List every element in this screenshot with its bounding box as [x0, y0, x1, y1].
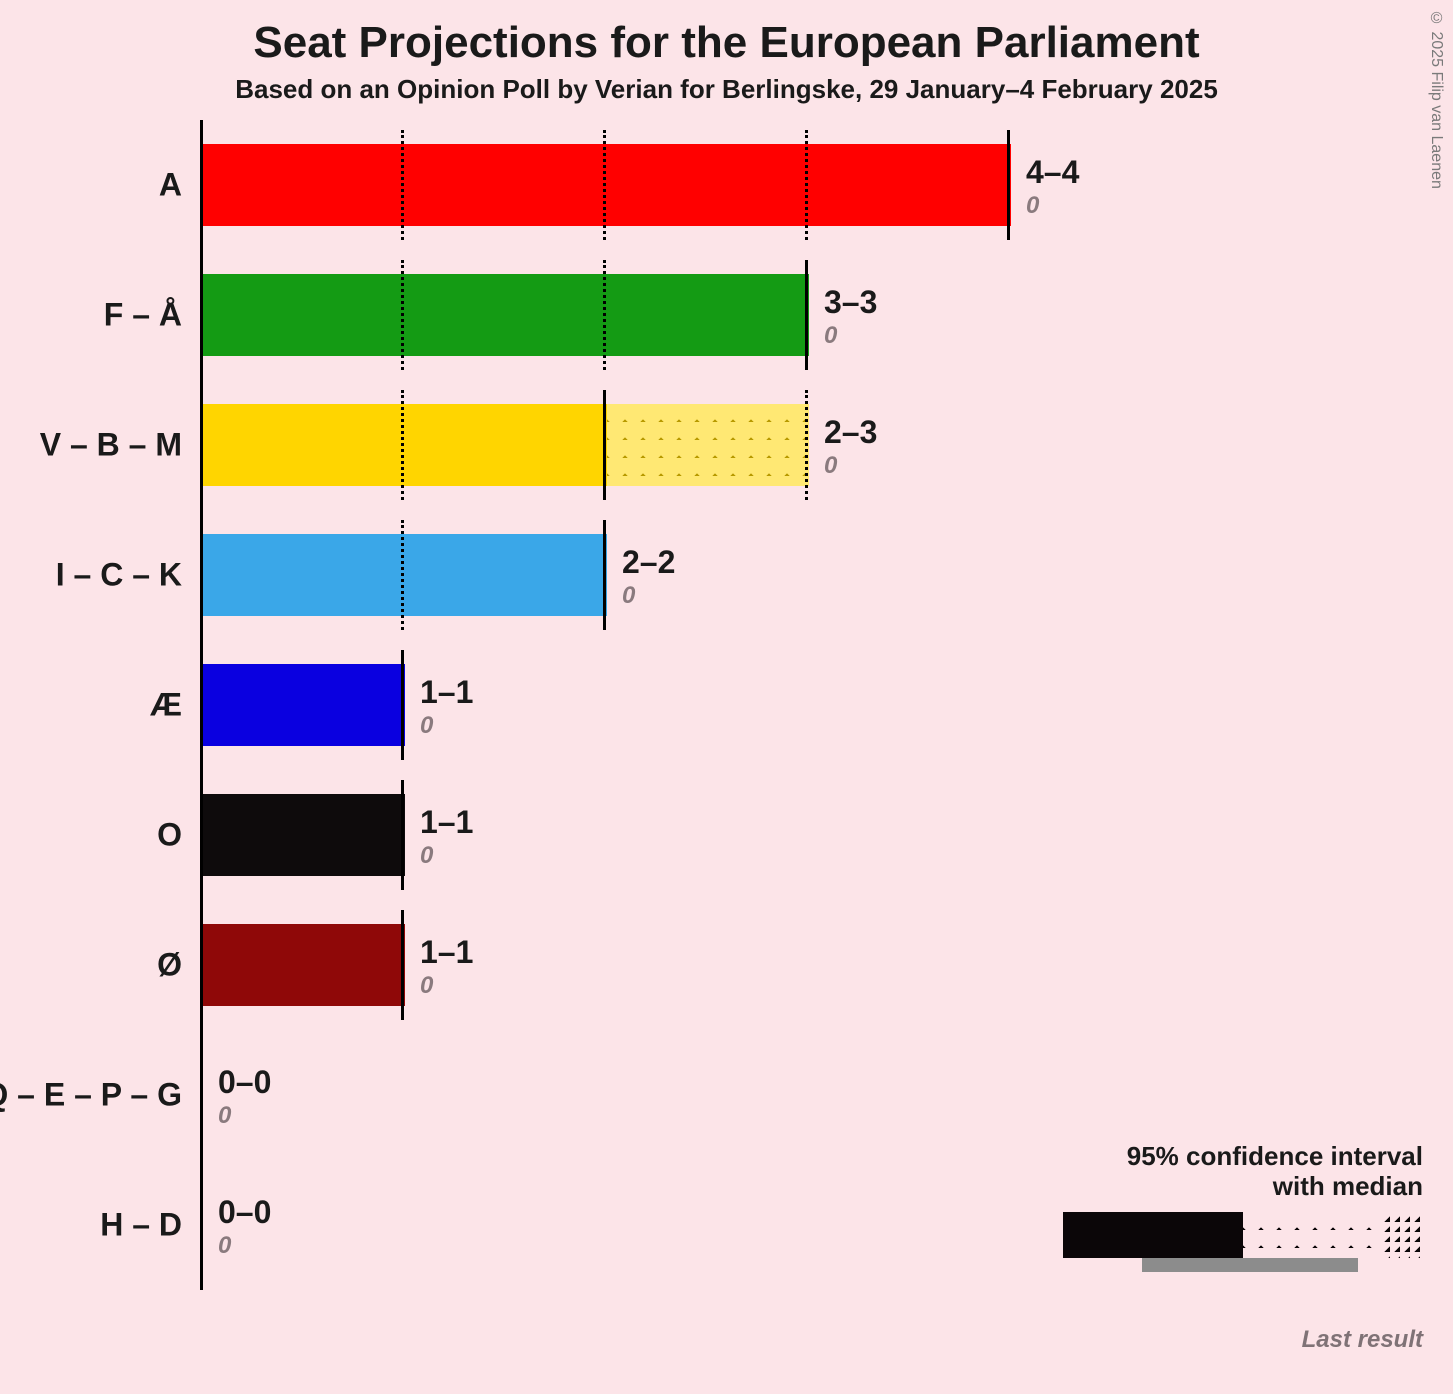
- legend-last-result-bar: [1142, 1258, 1358, 1272]
- dotted-tick: [805, 390, 808, 500]
- legend-title: 95% confidence interval with median: [1063, 1142, 1423, 1202]
- range-label: 2–3: [824, 414, 877, 451]
- legend-title-line1: 95% confidence interval: [1127, 1141, 1423, 1171]
- whisker-tick: [401, 650, 404, 760]
- chart-row: O1–10: [200, 770, 1250, 900]
- last-result-label: 0: [824, 322, 837, 350]
- dotted-tick: [603, 130, 606, 240]
- dotted-tick: [805, 130, 808, 240]
- legend-bar: [1063, 1212, 1423, 1272]
- bar-slot: [203, 274, 1250, 356]
- chart-subtitle: Based on an Opinion Poll by Verian for B…: [0, 74, 1453, 105]
- bar-solid: [203, 794, 405, 876]
- party-label: V – B – M: [40, 427, 182, 464]
- party-label: Ø: [157, 947, 182, 984]
- dotted-tick: [603, 260, 606, 370]
- bar-solid: [203, 144, 1011, 226]
- whisker-tick: [401, 780, 404, 890]
- chart-row: F – Å3–30: [200, 250, 1250, 380]
- bar-solid: [203, 534, 607, 616]
- bar-solid: [203, 274, 809, 356]
- range-label: 3–3: [824, 284, 877, 321]
- dotted-tick: [401, 520, 404, 630]
- range-label: 1–1: [420, 934, 473, 971]
- bar-slot: [203, 534, 1250, 616]
- range-label: 2–2: [622, 544, 675, 581]
- chart-row: Ø1–10: [200, 900, 1250, 1030]
- bar-chart: A4–40F – Å3–30V – B – M2–30I – C – K2–20…: [200, 120, 1250, 1290]
- last-result-label: 0: [218, 1102, 231, 1130]
- bar-slot: [203, 144, 1250, 226]
- chart-row: V – B – M2–30: [200, 380, 1250, 510]
- bar-slot: [203, 664, 1250, 746]
- title-block: Seat Projections for the European Parlia…: [0, 0, 1453, 105]
- last-result-label: 0: [1026, 192, 1039, 220]
- bar-confidence-hatch: [607, 404, 809, 486]
- bar-solid: [203, 664, 405, 746]
- last-result-label: 0: [420, 972, 433, 1000]
- bar-slot: [203, 794, 1250, 876]
- bar-slot: [203, 404, 1250, 486]
- chart-row: A4–40: [200, 120, 1250, 250]
- party-label: F – Å: [104, 297, 182, 334]
- legend-solid-segment: [1063, 1212, 1243, 1258]
- legend-stripe-segment: [1380, 1212, 1423, 1258]
- party-label: Æ: [150, 687, 182, 724]
- chart-row: I – C – K2–20: [200, 510, 1250, 640]
- party-label: O: [157, 817, 182, 854]
- last-result-label: 0: [420, 842, 433, 870]
- party-label: H – D: [100, 1207, 182, 1244]
- last-result-label: 0: [218, 1232, 231, 1260]
- chart-row: Æ1–10: [200, 640, 1250, 770]
- legend-hatch-segment: [1243, 1212, 1380, 1258]
- hatch-overlay: [607, 404, 809, 486]
- chart-row: Q – E – P – G0–00: [200, 1030, 1250, 1160]
- bar-solid: [203, 404, 607, 486]
- last-result-label: 0: [622, 582, 635, 610]
- legend-last-result-label: Last result: [1063, 1326, 1423, 1354]
- whisker-tick: [805, 260, 808, 370]
- range-label: 4–4: [1026, 154, 1079, 191]
- party-label: Q – E – P – G: [0, 1077, 182, 1114]
- party-label: A: [159, 167, 182, 204]
- range-label: 0–0: [218, 1064, 271, 1101]
- dotted-tick: [401, 260, 404, 370]
- legend: 95% confidence interval with median Last…: [1063, 1142, 1423, 1354]
- range-label: 0–0: [218, 1194, 271, 1231]
- whisker-tick: [603, 390, 606, 500]
- dotted-tick: [401, 130, 404, 240]
- chart-title: Seat Projections for the European Parlia…: [0, 18, 1453, 68]
- party-label: I – C – K: [56, 557, 182, 594]
- bar-solid: [203, 924, 405, 1006]
- whisker-tick: [603, 520, 606, 630]
- dotted-tick: [401, 390, 404, 500]
- bar-slot: [203, 1054, 1250, 1136]
- bar-slot: [203, 924, 1250, 1006]
- copyright-text: © 2025 Filip van Laenen: [1427, 10, 1445, 189]
- range-label: 1–1: [420, 804, 473, 841]
- last-result-label: 0: [824, 452, 837, 480]
- hatch-overlay: [1243, 1212, 1380, 1258]
- whisker-tick: [1007, 130, 1010, 240]
- last-result-label: 0: [420, 712, 433, 740]
- whisker-tick: [401, 910, 404, 1020]
- range-label: 1–1: [420, 674, 473, 711]
- legend-title-line2: with median: [1273, 1171, 1423, 1201]
